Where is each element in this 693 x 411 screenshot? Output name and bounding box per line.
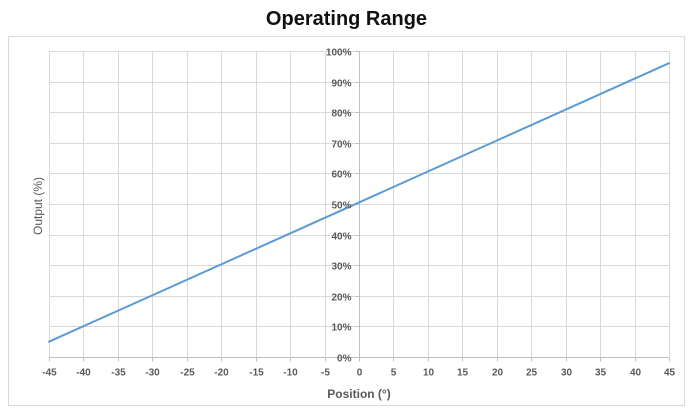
x-tick-label: -30 xyxy=(145,368,160,379)
y-tick-label: 90% xyxy=(331,79,351,90)
x-tick-label: 5 xyxy=(391,368,397,379)
axis-layer xyxy=(49,51,670,362)
x-tick-label: 20 xyxy=(492,368,504,379)
x-tick-label: 0 xyxy=(357,368,363,379)
y-tick-label: 80% xyxy=(331,109,351,120)
x-tick-label: -10 xyxy=(283,368,298,379)
y-tick-label: 0% xyxy=(337,354,352,365)
y-tick-label: 70% xyxy=(331,140,351,151)
x-tick-label: -25 xyxy=(180,368,195,379)
y-tick-label: 100% xyxy=(326,48,352,59)
x-tick-label: -35 xyxy=(111,368,126,379)
x-tick-label: -15 xyxy=(249,368,264,379)
label-layer: 0% 10% 20% 30% 40% 50% 60% 70% 80% 90% 100% -45 -40 -… xyxy=(42,48,675,379)
y-tick-label: 60% xyxy=(331,170,351,181)
y-tick-label: 30% xyxy=(331,262,351,273)
x-tick-label: -40 xyxy=(76,368,91,379)
x-tick-label: 35 xyxy=(595,368,607,379)
y-tick-label: 10% xyxy=(331,323,351,334)
x-tick-label: 40 xyxy=(630,368,642,379)
chart-border xyxy=(8,36,685,406)
series-layer xyxy=(48,62,670,343)
y-axis-title: Output (%) xyxy=(31,177,45,235)
chart-title: Operating Range xyxy=(265,8,428,30)
x-tick-label: 15 xyxy=(457,368,469,379)
series-line xyxy=(48,62,670,343)
x-tick-label: 45 xyxy=(664,368,676,379)
y-tick-label: 50% xyxy=(331,201,351,212)
x-tick-label: -45 xyxy=(42,368,57,379)
x-tick-label: -5 xyxy=(321,368,330,379)
x-tick-label: 10 xyxy=(423,368,435,379)
x-tick-label: -20 xyxy=(214,368,229,379)
x-axis-title: Position (°) xyxy=(327,387,390,401)
x-tick-label: 25 xyxy=(526,368,538,379)
y-tick-label: 40% xyxy=(331,232,351,243)
y-tick-label: 20% xyxy=(331,293,351,304)
x-tick-label: 30 xyxy=(561,368,573,379)
